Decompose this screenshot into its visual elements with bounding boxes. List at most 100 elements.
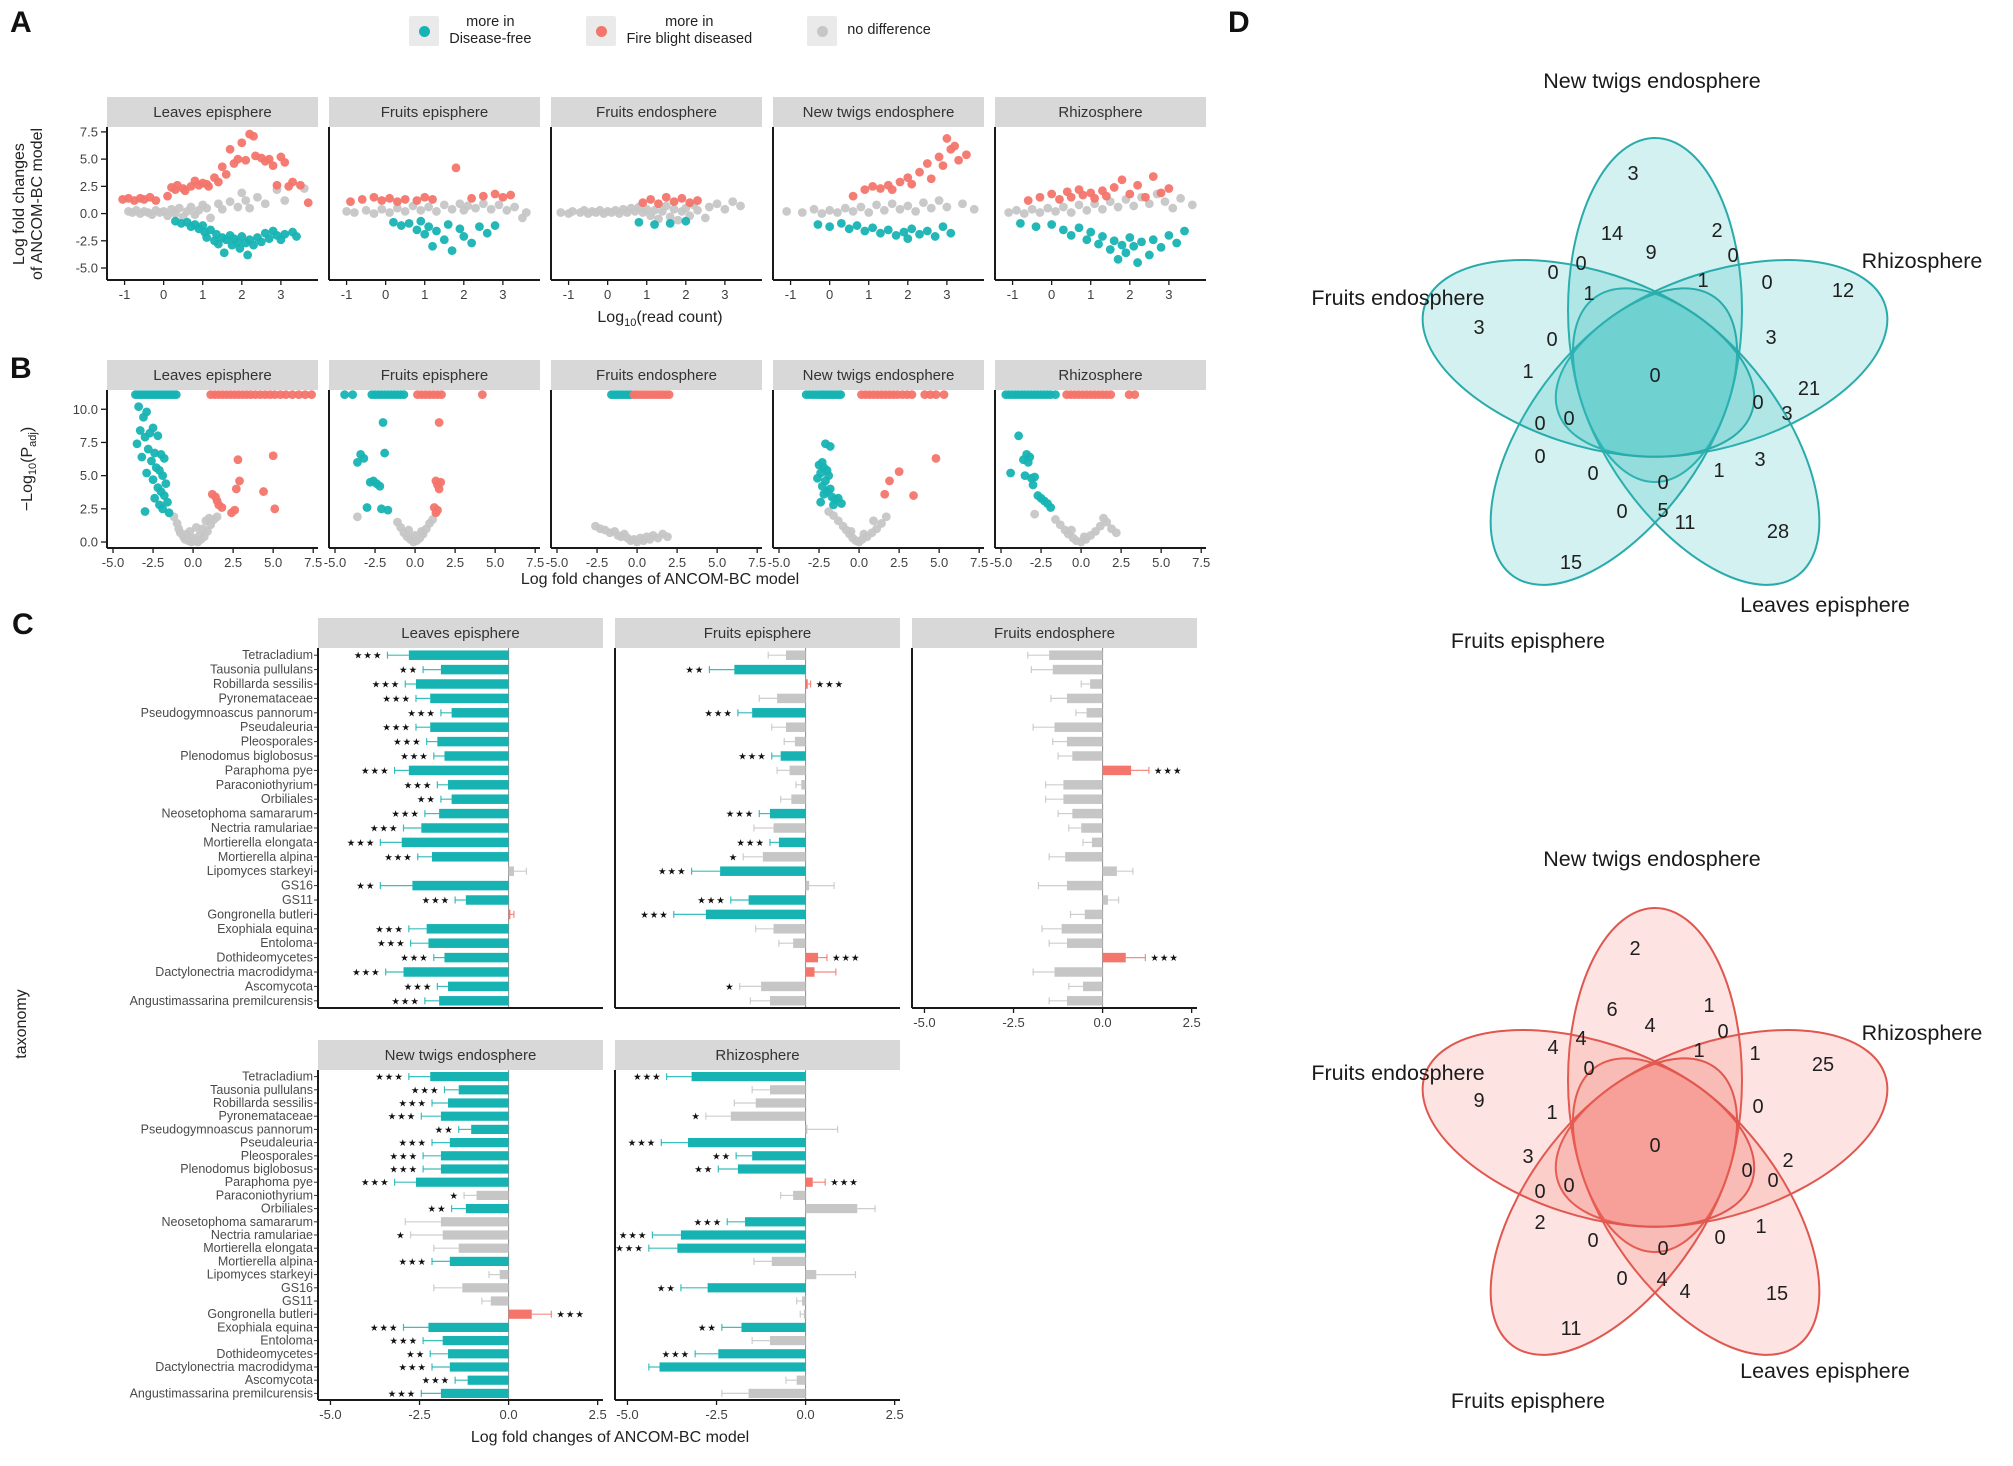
data-point-fire-blight [270,504,280,514]
legend-item-fire-blight: more in Fire blight diseased [586,14,752,49]
data-point-no-difference [1113,202,1123,212]
facet-title: Fruits episphere [381,367,489,384]
data-point-no-difference [1030,509,1040,519]
bar [1054,967,1103,977]
venn-count: 4 [1656,1269,1667,1291]
venn-count: 1 [1583,283,1594,305]
venn-count: 3 [1627,163,1638,185]
facet-title: Rhizosphere [1058,367,1142,384]
data-point-no-difference [494,200,504,210]
data-point-fire-blight [1133,180,1143,190]
significance-stars: ★★★ [726,809,755,820]
data-point-disease-free [353,457,362,467]
data-point-disease-free [148,423,158,433]
significance-stars: ★★★ [411,1085,440,1096]
significance-stars: ★★★ [422,1376,451,1387]
bar [465,1204,509,1214]
data-point-disease-free [1180,226,1189,236]
x-tick-label: 0 [604,287,611,302]
data-point-disease-free [819,489,829,499]
data-point-no-difference [1168,203,1178,213]
facet-strip [329,360,540,390]
data-point-no-difference [198,524,208,534]
bar [1066,938,1103,948]
data-point-fire-blight [885,476,894,486]
venn-count: 0 [1752,392,1763,414]
data-point-fire-blight [225,144,235,154]
data-point-disease-free [264,234,274,244]
venn-petal [1571,287,1821,586]
bar [752,708,806,718]
bar [440,1151,509,1161]
data-point-no-difference [856,202,866,212]
data-point-no-difference [186,202,196,212]
x-tick-label: -2.5 [364,555,386,570]
facet-strip [318,1040,603,1070]
data-point-no-difference [280,196,290,205]
significance-stars: ★★★ [391,996,420,1007]
facet-title: Leaves episphere [153,367,271,384]
data-point-fire-blight [1156,188,1166,198]
x-tick-label: 0.0 [628,555,646,570]
venn-set-label: Fruits endosphere [1311,286,1484,310]
bar [801,780,806,790]
data-point-no-difference [486,204,496,214]
data-point-fire-blight [288,177,298,187]
x-tick-label: 1 [865,287,872,302]
significance-stars: ★★★ [404,780,433,791]
data-point-fire-blight [934,152,944,162]
venn-set-label: New twigs endosphere [1543,847,1761,871]
data-point-fire-blight [950,141,960,151]
venn-count: 0 [1534,413,1545,435]
panel-b-volcano: Leaves episphere -5.0 -2.5 0.0 2.5 5.0 7.5 10.0… [19,360,1210,588]
bar [730,1111,806,1121]
taxon-label: Pseudaleuria [240,1136,313,1150]
data-point-no-difference [825,205,835,215]
y-tick-label: 2.5 [80,179,98,194]
significance-stars: ★★★ [398,1138,427,1149]
taxon-label: GS16 [281,1281,313,1295]
data-point-disease-free [1031,222,1041,232]
significance-stars: ★★★ [404,982,433,993]
panel-a-scatter: Leaves episphere -1 0 1 2 3 7.5 5.0 2.5 0.0 -2.5 -5… [11,97,1206,329]
taxon-label: Mortierella elongata [203,1241,313,1255]
bar [741,1322,806,1332]
bar [659,1362,806,1372]
bar [802,1296,806,1306]
data-point-no-difference [447,204,457,214]
panel-c-label: C [12,608,34,641]
significance-stars: ★★★ [361,1178,390,1189]
x-tick-label: 2.5 [1183,1015,1201,1030]
bar [805,1124,808,1134]
data-point-fire-blight [204,181,213,191]
data-point-fire-blight [233,154,243,164]
significance-stars: ★★★ [377,939,406,950]
data-point-disease-free [825,222,835,232]
data-point-disease-free [389,217,398,227]
data-point-no-difference [174,203,184,213]
data-point-fire-blight [1109,183,1119,192]
facet-title: Fruits episphere [704,625,812,642]
bar [451,708,509,718]
venn-count: 15 [1560,552,1582,574]
significance-stars: ★★★ [832,953,861,964]
data-point-fire-blight [231,484,241,494]
data-point-disease-free [1121,248,1131,258]
taxon-label: Orbiliales [261,1202,313,1216]
data-point-fire-blight [287,390,297,400]
significance-stars: ★★★ [390,1336,419,1347]
venn-count: 4 [1679,1281,1690,1303]
venn-set-label: Fruits episphere [1451,1389,1605,1413]
data-point-disease-free [213,239,223,249]
bar [1066,996,1103,1006]
data-point-no-difference [797,208,807,217]
data-point-fire-blight [400,195,410,204]
data-point-disease-free [1109,236,1119,246]
data-point-disease-free [650,220,659,229]
data-point-no-difference [642,204,652,214]
data-point-disease-free [634,217,644,227]
data-point-disease-free [844,224,854,234]
data-point-disease-free [455,224,465,234]
data-point-fire-blight [1035,192,1045,202]
data-point-fire-blight [915,167,924,177]
